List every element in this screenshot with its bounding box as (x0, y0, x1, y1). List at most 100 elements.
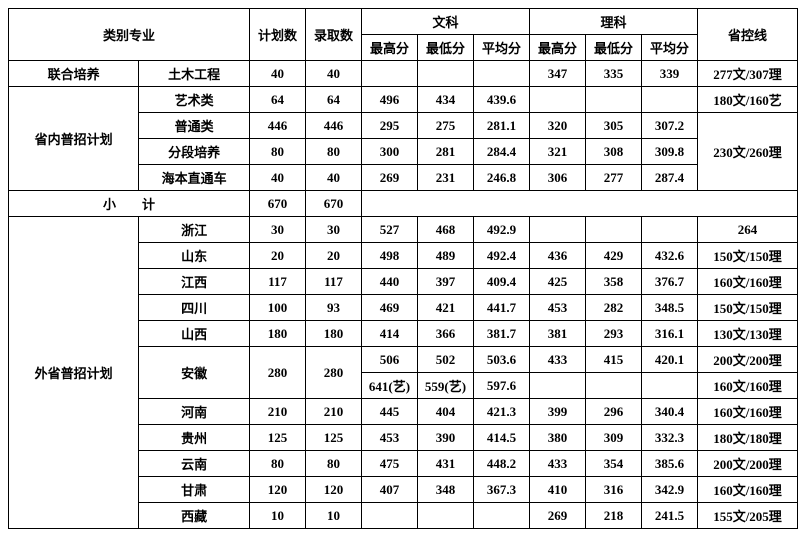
lh-cell: 433 (530, 347, 586, 373)
wa-cell (474, 503, 530, 529)
wh-cell: 453 (362, 425, 418, 451)
admit-cell: 120 (306, 477, 362, 503)
admit-cell: 80 (306, 139, 362, 165)
ll-cell: 308 (586, 139, 642, 165)
wh-cell (362, 503, 418, 529)
table-row: 联合培养 土木工程 40 40 347 335 339 277文/307理 (9, 61, 798, 87)
la-cell: 309.8 (642, 139, 698, 165)
plan-cell: 100 (250, 295, 306, 321)
wh-cell: 440 (362, 269, 418, 295)
wa-cell: 421.3 (474, 399, 530, 425)
la-cell (642, 217, 698, 243)
cat2-cell: 西藏 (139, 503, 250, 529)
plan-cell: 20 (250, 243, 306, 269)
lh-cell (530, 87, 586, 113)
wa-cell: 439.6 (474, 87, 530, 113)
cat2-cell: 云南 (139, 451, 250, 477)
la-cell: 340.4 (642, 399, 698, 425)
la-cell: 287.4 (642, 165, 698, 191)
lh-cell: 381 (530, 321, 586, 347)
wa-cell: 492.4 (474, 243, 530, 269)
admit-cell: 280 (306, 347, 362, 399)
plan-cell: 120 (250, 477, 306, 503)
wl-cell: 489 (418, 243, 474, 269)
header-plan: 计划数 (250, 9, 306, 61)
ll-cell: 415 (586, 347, 642, 373)
la-cell: 432.6 (642, 243, 698, 269)
wa-cell: 492.9 (474, 217, 530, 243)
header-admit: 录取数 (306, 9, 362, 61)
ctrl-cell: 130文/130理 (698, 321, 798, 347)
ll-cell: 335 (586, 61, 642, 87)
subtotal-row: 小 计 670 670 (9, 191, 798, 217)
ll-cell (586, 373, 642, 399)
la-cell: 316.1 (642, 321, 698, 347)
lh-cell (530, 373, 586, 399)
header-category: 类别专业 (9, 9, 250, 61)
cat2-cell: 四川 (139, 295, 250, 321)
cat2-cell: 安徽 (139, 347, 250, 399)
wl-cell: 434 (418, 87, 474, 113)
ll-cell: 296 (586, 399, 642, 425)
cat2-cell: 江西 (139, 269, 250, 295)
wh-cell: 295 (362, 113, 418, 139)
admit-cell: 40 (306, 165, 362, 191)
ctrl-cell: 150文/150理 (698, 295, 798, 321)
ll-cell (586, 217, 642, 243)
plan-cell: 40 (250, 61, 306, 87)
wl-cell: 281 (418, 139, 474, 165)
la-cell: 420.1 (642, 347, 698, 373)
header-science: 理科 (530, 9, 698, 35)
header-arts-avg: 平均分 (474, 35, 530, 61)
wl-cell (418, 503, 474, 529)
wh-cell: 445 (362, 399, 418, 425)
wl-cell (418, 61, 474, 87)
admit-cell: 10 (306, 503, 362, 529)
la-cell: 332.3 (642, 425, 698, 451)
ll-cell: 305 (586, 113, 642, 139)
admit-cell: 20 (306, 243, 362, 269)
ctrl-cell: 160文/160理 (698, 399, 798, 425)
ctrl-cell: 200文/200理 (698, 451, 798, 477)
la-cell: 307.2 (642, 113, 698, 139)
wl-cell: 468 (418, 217, 474, 243)
wa-cell: 367.3 (474, 477, 530, 503)
cat2-cell: 海本直通车 (139, 165, 250, 191)
cat2-cell: 山东 (139, 243, 250, 269)
admit-cell: 80 (306, 451, 362, 477)
admissions-table: 类别专业 计划数 录取数 文科 理科 省控线 最高分 最低分 平均分 最高分 最… (8, 8, 798, 529)
wl-cell: 231 (418, 165, 474, 191)
wa-cell: 284.4 (474, 139, 530, 165)
wl-cell: 502 (418, 347, 474, 373)
header-arts: 文科 (362, 9, 530, 35)
plan-cell: 446 (250, 113, 306, 139)
table-row: 省内普招计划 艺术类 64 64 496 434 439.6 180文/160艺 (9, 87, 798, 113)
cat2-cell: 贵州 (139, 425, 250, 451)
wh-cell: 414 (362, 321, 418, 347)
admit-cell: 117 (306, 269, 362, 295)
ctrl-cell: 150文/150理 (698, 243, 798, 269)
wl-cell: 397 (418, 269, 474, 295)
cat2-cell: 普通类 (139, 113, 250, 139)
admit-cell: 93 (306, 295, 362, 321)
header-sci-low: 最低分 (586, 35, 642, 61)
lh-cell: 347 (530, 61, 586, 87)
la-cell (642, 87, 698, 113)
wl-cell: 421 (418, 295, 474, 321)
plan-cell: 280 (250, 347, 306, 399)
admit-cell: 180 (306, 321, 362, 347)
wh-cell (362, 61, 418, 87)
cat2-cell: 浙江 (139, 217, 250, 243)
wa-cell: 441.7 (474, 295, 530, 321)
cat2-cell: 艺术类 (139, 87, 250, 113)
wh-cell: 407 (362, 477, 418, 503)
ll-cell: 293 (586, 321, 642, 347)
admit-cell: 30 (306, 217, 362, 243)
ctrl-cell: 160文/160理 (698, 477, 798, 503)
wh-cell: 469 (362, 295, 418, 321)
plan-cell: 40 (250, 165, 306, 191)
cat1-cell: 省内普招计划 (9, 87, 139, 191)
plan-cell: 117 (250, 269, 306, 295)
ctrl-cell: 264 (698, 217, 798, 243)
cat2-cell: 土木工程 (139, 61, 250, 87)
